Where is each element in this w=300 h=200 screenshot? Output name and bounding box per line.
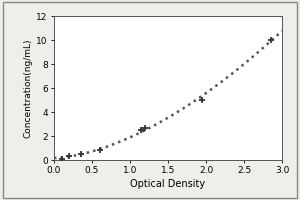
X-axis label: Optical Density: Optical Density [130, 179, 206, 189]
Y-axis label: Concentration(ng/mL): Concentration(ng/mL) [23, 38, 32, 138]
